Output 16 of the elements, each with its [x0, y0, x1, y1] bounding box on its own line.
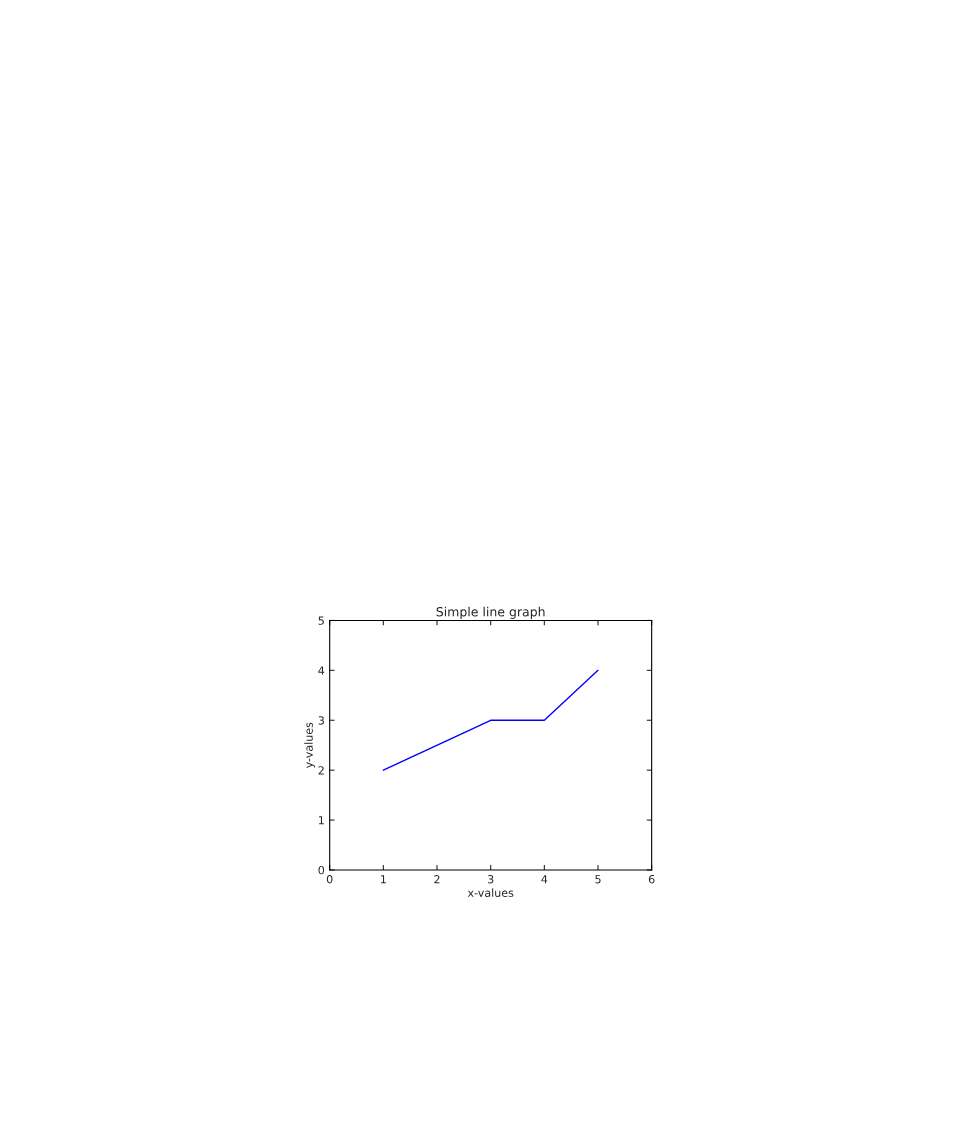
- x-tick-label: 4: [541, 875, 548, 884]
- x-tick-label: 5: [595, 875, 601, 884]
- x-tick-label: 2: [434, 875, 440, 884]
- x-tick-label: 3: [487, 875, 494, 884]
- y-axis-title: y-values: [304, 722, 315, 768]
- y-tick-label: 4: [318, 666, 325, 675]
- y-tick-label: 2: [318, 766, 324, 775]
- y-tick-label: 1: [318, 816, 324, 825]
- x-tick-label: 1: [381, 875, 386, 884]
- x-axis-title: x-values: [467, 888, 514, 897]
- y-tick-label: 0: [318, 865, 325, 875]
- x-tick-label: 0: [326, 875, 333, 884]
- chart-title: Simple line graph: [436, 606, 545, 619]
- y-tick-label: 5: [318, 616, 324, 625]
- x-tick-label: 6: [648, 875, 655, 884]
- y-tick-label: 3: [318, 716, 324, 725]
